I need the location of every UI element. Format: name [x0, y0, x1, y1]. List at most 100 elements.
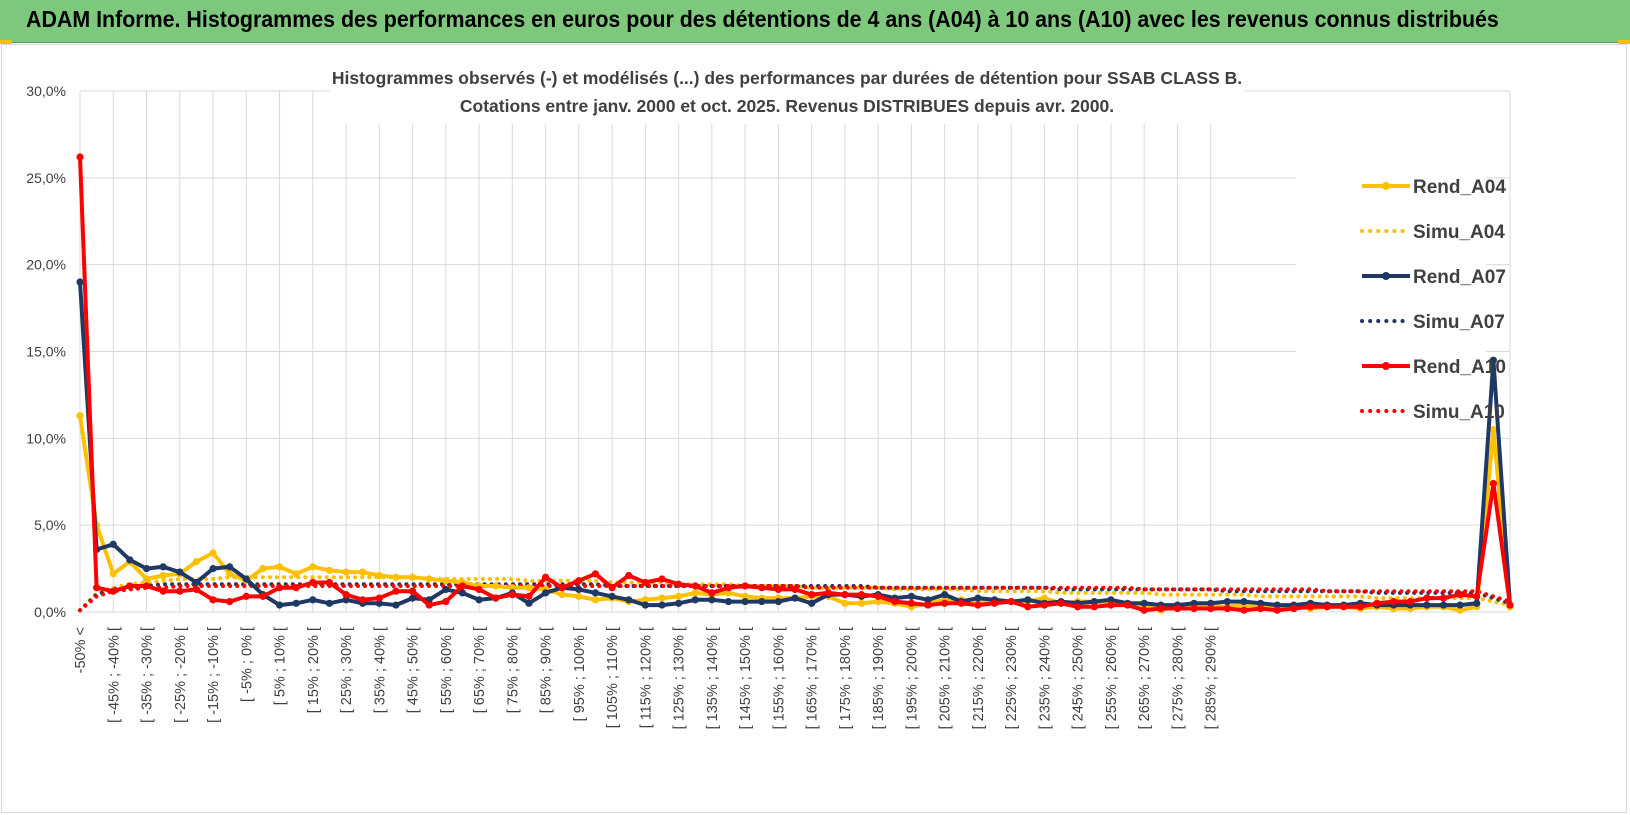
data-point-rend_a10	[1173, 604, 1182, 613]
data-point-rend_a07	[791, 594, 799, 602]
data-point-rend_a07	[159, 563, 167, 571]
x-tick-label: [ -5% ; 0% [	[239, 627, 255, 702]
data-point-rend_a04	[109, 570, 117, 578]
legend-label-simu_a07: Simu_A07	[1413, 312, 1505, 333]
x-tick-label: [ 245% ; 250% [	[1071, 627, 1087, 729]
report-title: ADAM Informe. Histogrammes des performan…	[26, 6, 1499, 32]
data-point-rend_a07	[109, 540, 117, 548]
data-point-rend_a10	[1157, 604, 1165, 613]
data-point-rend_a10	[625, 571, 633, 580]
data-point-rend_a10	[974, 601, 982, 609]
data-point-rend_a10	[492, 594, 500, 602]
data-point-rend_a10	[1273, 606, 1281, 614]
data-point-rend_a07	[774, 597, 782, 606]
data-point-rend_a10	[1290, 604, 1298, 613]
data-point-rend_a04	[408, 573, 417, 581]
data-point-rend_a10	[758, 584, 766, 592]
data-point-rend_a10	[1473, 592, 1481, 600]
x-tick-label: [ 165% ; 170% [	[805, 627, 821, 729]
data-point-rend_a10	[375, 594, 383, 602]
y-tick-label: 0,0%	[34, 604, 66, 620]
data-point-rend_a10	[1489, 479, 1497, 488]
data-point-rend_a10	[142, 582, 151, 590]
data-point-rend_a07	[708, 596, 716, 604]
data-point-rend_a10	[708, 589, 716, 597]
legend: Rend_A04 Simu_A04 Rend_A07 Simu_A07 Rend_A10…	[1296, 160, 1506, 430]
x-axis-ticks: -50% < [ -45% ; -40% [[ -35% ; -30% [[ -2…	[73, 627, 1220, 729]
data-point-rend_a07	[907, 592, 915, 600]
data-point-rend_a07	[525, 599, 533, 607]
legend-label-simu_a10: Simu_A10	[1413, 402, 1505, 423]
data-point-rend_a04	[675, 592, 683, 600]
x-tick-label: [ 85% ; 90% [	[539, 627, 555, 713]
data-point-rend_a10	[458, 582, 467, 590]
y-tick-label: 15,0%	[26, 344, 66, 360]
data-point-rend_a07	[608, 592, 616, 600]
data-point-rend_a10	[1207, 604, 1215, 613]
data-point-rend_a04	[492, 582, 500, 590]
data-point-rend_a10	[857, 591, 866, 599]
data-point-rend_a10	[1506, 601, 1514, 609]
x-tick-label: [ 265% ; 270% [	[1137, 627, 1153, 729]
x-tick-label: [ 115% ; 120% [	[638, 627, 654, 728]
data-point-rend_a04	[558, 591, 566, 599]
data-point-rend_a07	[76, 278, 84, 286]
data-point-rend_a07	[1456, 601, 1464, 609]
data-point-rend_a04	[359, 568, 367, 576]
x-tick-label: [ 65% ; 70% [	[472, 627, 488, 713]
data-point-rend_a10	[691, 582, 699, 590]
data-point-rend_a04	[658, 594, 666, 602]
y-tick-label: 10,0%	[26, 430, 66, 446]
data-point-rend_a10	[109, 587, 117, 595]
data-point-rend_a10	[1356, 603, 1364, 611]
data-point-rend_a04	[209, 549, 217, 557]
data-point-rend_a07	[309, 596, 317, 604]
data-point-rend_a10	[242, 592, 250, 600]
legend-marker	[1382, 272, 1390, 280]
chart-title-line2: Cotations entre janv. 2000 et oct. 2025.…	[460, 96, 1114, 116]
data-point-rend_a07	[641, 601, 649, 609]
data-point-rend_a10	[126, 582, 134, 590]
x-tick-label: [ 45% ; 50% [	[406, 627, 422, 713]
data-point-rend_a10	[475, 585, 483, 594]
x-tick-label: [ 205% ; 210% [	[938, 627, 954, 729]
data-point-rend_a04	[442, 577, 450, 585]
x-tick-label: [ 225% ; 230% [	[1004, 627, 1020, 729]
data-point-rend_a04	[309, 563, 317, 571]
x-tick-label: [ 285% ; 290% [	[1204, 627, 1220, 729]
data-point-rend_a10	[325, 578, 334, 587]
data-point-rend_a10	[575, 577, 583, 585]
data-point-rend_a10	[1406, 597, 1414, 606]
data-point-rend_a10	[425, 601, 433, 609]
data-point-rend_a04	[325, 566, 334, 574]
x-tick-label: [ 275% ; 280% [	[1170, 627, 1186, 729]
data-point-rend_a07	[974, 594, 982, 602]
data-point-rend_a07	[691, 596, 699, 604]
data-point-rend_a04	[159, 571, 167, 580]
data-point-rend_a10	[1007, 597, 1015, 606]
legend-box	[1296, 160, 1486, 430]
data-point-rend_a10	[259, 592, 267, 600]
data-point-rend_a10	[891, 597, 899, 606]
data-point-rend_a10	[741, 582, 749, 590]
data-point-rend_a07	[1489, 356, 1497, 364]
data-point-rend_a10	[508, 591, 516, 599]
x-tick-label: [ 195% ; 200% [	[904, 627, 920, 729]
data-point-rend_a10	[359, 596, 367, 604]
data-point-rend_a10	[209, 596, 217, 604]
x-tick-label: [ 95% ; 100% [	[572, 627, 588, 721]
data-point-rend_a04	[857, 599, 866, 607]
data-point-rend_a07	[209, 564, 217, 573]
x-tick-label: [ 15% ; 20% [	[306, 627, 322, 713]
data-point-rend_a07	[724, 597, 733, 606]
corner-mark-left	[0, 40, 12, 44]
data-point-rend_a04	[575, 592, 583, 600]
data-point-rend_a07	[442, 585, 450, 594]
data-point-rend_a10	[275, 584, 284, 592]
data-point-rend_a07	[1223, 597, 1231, 606]
title-backdrop	[330, 62, 1244, 124]
data-point-rend_a07	[591, 589, 600, 597]
data-point-rend_a10	[808, 591, 816, 599]
data-point-rend_a10	[641, 578, 649, 587]
data-point-rend_a04	[724, 589, 733, 597]
